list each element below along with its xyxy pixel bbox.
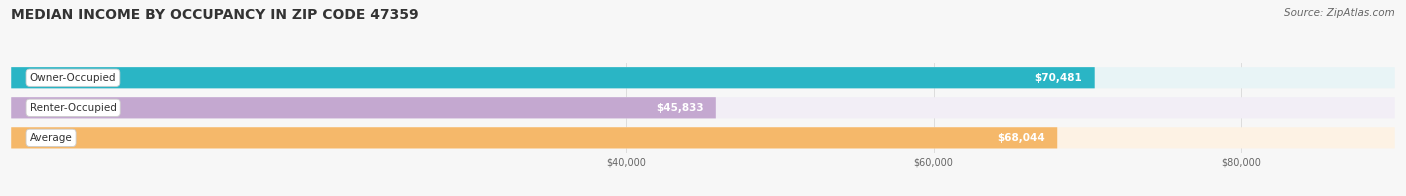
- Text: Source: ZipAtlas.com: Source: ZipAtlas.com: [1284, 8, 1395, 18]
- FancyBboxPatch shape: [11, 97, 716, 118]
- FancyBboxPatch shape: [11, 127, 1057, 148]
- Text: Renter-Occupied: Renter-Occupied: [30, 103, 117, 113]
- FancyBboxPatch shape: [11, 67, 1395, 88]
- Text: Average: Average: [30, 133, 73, 143]
- FancyBboxPatch shape: [11, 127, 1395, 148]
- Text: $45,833: $45,833: [655, 103, 703, 113]
- Text: MEDIAN INCOME BY OCCUPANCY IN ZIP CODE 47359: MEDIAN INCOME BY OCCUPANCY IN ZIP CODE 4…: [11, 8, 419, 22]
- Text: $70,481: $70,481: [1035, 73, 1083, 83]
- Text: Owner-Occupied: Owner-Occupied: [30, 73, 117, 83]
- FancyBboxPatch shape: [11, 97, 1395, 118]
- FancyBboxPatch shape: [11, 67, 1095, 88]
- Text: $68,044: $68,044: [997, 133, 1045, 143]
